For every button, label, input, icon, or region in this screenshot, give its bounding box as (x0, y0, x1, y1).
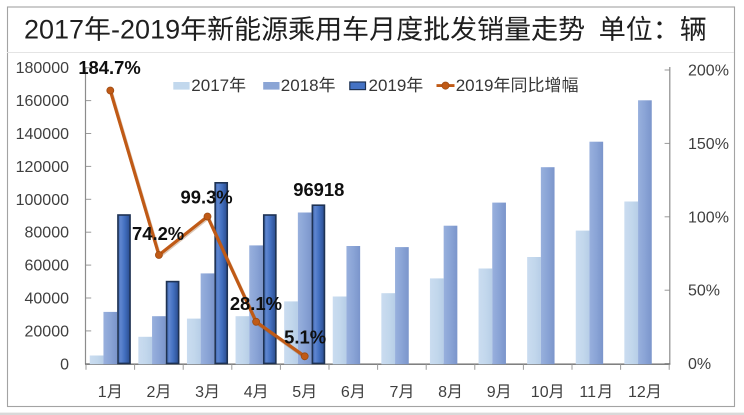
svg-text:120000: 120000 (16, 159, 69, 176)
svg-text:74.2%: 74.2% (132, 223, 184, 244)
svg-text:8: 8 (438, 384, 447, 401)
svg-text:2019: 2019 (456, 76, 494, 95)
svg-text:12: 12 (628, 384, 646, 401)
svg-text:150%: 150% (688, 136, 729, 153)
svg-text:28.1%: 28.1% (230, 293, 282, 314)
svg-text:40000: 40000 (25, 291, 70, 308)
svg-text:-: - (111, 15, 120, 45)
svg-text:3: 3 (195, 384, 204, 401)
svg-text:80000: 80000 (25, 225, 70, 242)
svg-text:184.7%: 184.7% (78, 57, 140, 78)
svg-text:0%: 0% (688, 356, 711, 373)
svg-text:2019: 2019 (369, 76, 407, 95)
svg-text:9: 9 (487, 384, 496, 401)
svg-text:6: 6 (341, 384, 350, 401)
svg-text:2: 2 (147, 384, 156, 401)
svg-text:2019: 2019 (120, 15, 180, 45)
svg-text:99.3%: 99.3% (181, 186, 233, 207)
svg-text:11: 11 (579, 384, 596, 401)
svg-text:160000: 160000 (16, 93, 69, 110)
svg-text:96918: 96918 (293, 179, 344, 200)
svg-text:200%: 200% (688, 63, 729, 80)
svg-text:20000: 20000 (25, 323, 70, 340)
svg-text:5.1%: 5.1% (284, 326, 326, 347)
svg-text:100%: 100% (688, 209, 729, 226)
svg-text:100000: 100000 (16, 192, 69, 209)
svg-text:60000: 60000 (25, 258, 70, 275)
svg-text:5: 5 (292, 384, 301, 401)
svg-text:7: 7 (390, 384, 399, 401)
svg-text:10: 10 (531, 384, 549, 401)
svg-text:4: 4 (244, 384, 253, 401)
svg-text:2017: 2017 (191, 76, 229, 95)
svg-text:140000: 140000 (16, 126, 69, 143)
svg-text:2018: 2018 (281, 76, 319, 95)
svg-text:2017: 2017 (24, 15, 84, 45)
svg-text:1: 1 (98, 384, 107, 401)
svg-text:0: 0 (60, 356, 69, 373)
svg-text:180000: 180000 (16, 60, 69, 77)
svg-text:50%: 50% (688, 283, 720, 300)
